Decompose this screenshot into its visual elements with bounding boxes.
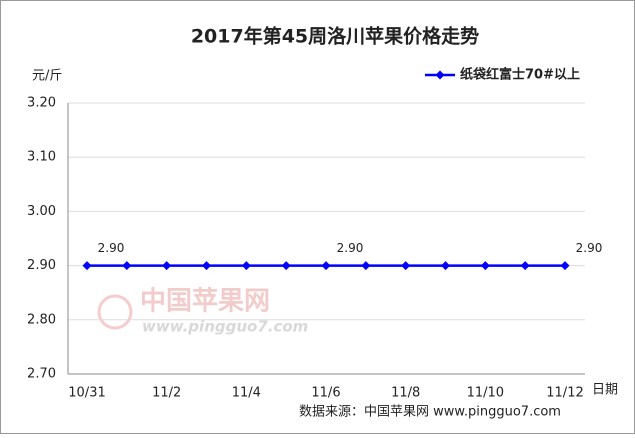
x-tick-label: 10/31 <box>68 386 105 401</box>
watermark-name: 中国苹果网 <box>140 287 270 317</box>
point <box>480 261 490 271</box>
x-tick-label: 11/2 <box>152 386 181 401</box>
x-tick-label: 11/6 <box>311 386 340 401</box>
point <box>321 261 331 271</box>
x-tick-label: 11/4 <box>232 386 261 401</box>
y-tick-label: 2.70 <box>27 367 56 382</box>
data-label: 2.90 <box>337 241 364 255</box>
point <box>122 261 132 271</box>
point <box>361 261 371 271</box>
watermark: 中国苹果网 www.pingguo7.com <box>97 287 308 336</box>
watermark-url: www.pingguo7.com <box>142 318 308 336</box>
source: 数据来源：中国苹果网 www.pingguo7.com <box>299 405 561 420</box>
y-tick-label: 3.20 <box>27 96 56 111</box>
x-tick-label: 11/8 <box>391 386 420 401</box>
y-tick-label: 2.90 <box>27 258 56 273</box>
x-tick-label: 11/12 <box>546 386 583 401</box>
point <box>520 261 530 271</box>
y-tick-label: 3.10 <box>27 150 56 165</box>
chart-title: 2017年第45周洛川苹果价格走势 <box>191 25 479 48</box>
x-tick-label: 11/10 <box>467 386 504 401</box>
point <box>401 261 411 271</box>
legend-marker <box>435 70 445 80</box>
y-tick-label: 3.00 <box>27 204 56 219</box>
y-tick-label: 2.80 <box>27 312 56 327</box>
x-axis-label: 日期 <box>592 383 618 398</box>
data-label: 2.90 <box>98 241 125 255</box>
point <box>281 261 291 271</box>
data-label: 2.90 <box>576 241 603 255</box>
point <box>441 261 450 271</box>
y-axis-label: 元/斤 <box>32 69 62 84</box>
watermark-logo <box>97 294 133 330</box>
point <box>162 261 172 271</box>
point <box>82 261 92 271</box>
legend-label: 纸袋红富士70#以上 <box>460 67 580 83</box>
point <box>560 261 570 271</box>
point <box>202 261 211 271</box>
point <box>241 261 251 271</box>
